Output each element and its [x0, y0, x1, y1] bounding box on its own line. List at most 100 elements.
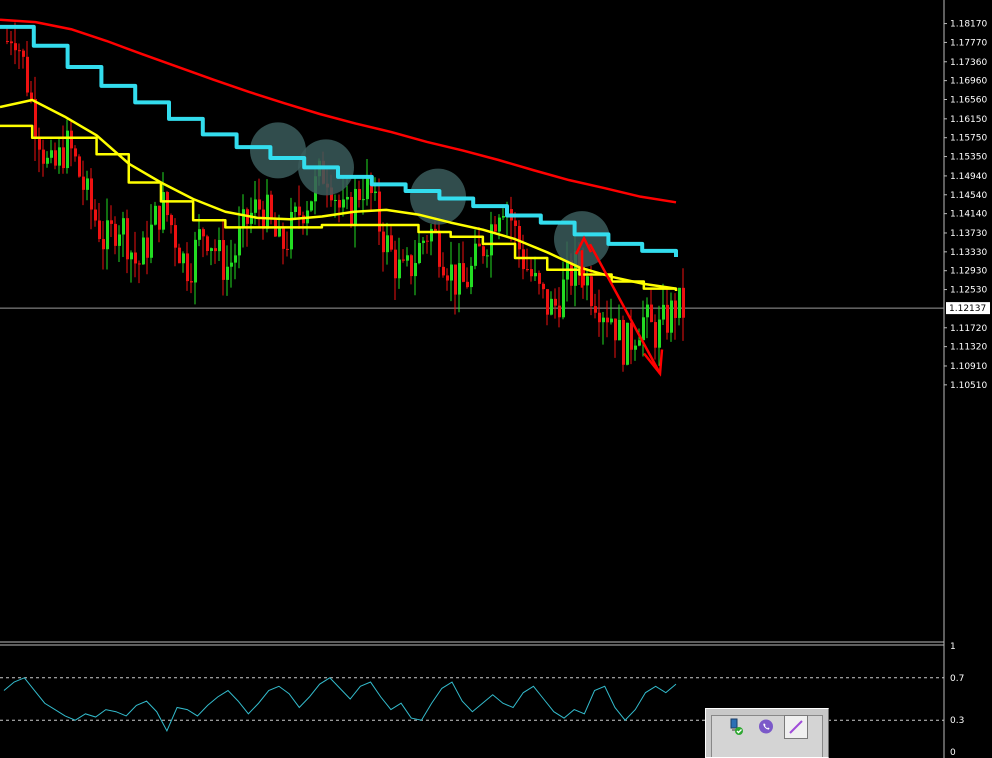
candle-body: [478, 243, 481, 247]
candle-body: [638, 340, 641, 346]
candle-body: [114, 223, 117, 246]
candle-body: [474, 243, 477, 266]
price-tick-label: 1.14140: [950, 210, 987, 220]
candle-body: [470, 265, 473, 288]
price-tick-label: 1.16150: [950, 115, 987, 125]
candle-body: [446, 275, 449, 281]
current-price-label: 1.12137: [949, 304, 986, 314]
candle-body: [338, 199, 341, 208]
candle-body: [250, 212, 253, 224]
candle-body: [190, 281, 193, 283]
main-chart-area: [0, 0, 945, 758]
arrow-down-head: [643, 349, 664, 377]
candle-body: [622, 319, 625, 365]
candle-body: [346, 196, 349, 200]
candle-body: [542, 283, 545, 290]
candle-body: [310, 201, 313, 211]
candle-body: [202, 229, 205, 237]
viber-icon[interactable]: [754, 715, 778, 739]
highlight-circles: [250, 122, 610, 268]
price-tick-label: 1.11320: [950, 343, 987, 353]
candle-body: [610, 318, 613, 323]
candle-body: [618, 319, 621, 341]
candle-body: [482, 246, 485, 257]
candle-body: [38, 138, 41, 150]
candle-body: [270, 194, 273, 220]
price-tick-label: 1.11720: [950, 324, 987, 334]
candle-body: [394, 249, 397, 279]
candle-body: [666, 304, 669, 333]
price-axis: 1.18170 1.17770 1.17360 1.16960 1.16560 1.161…: [944, 20, 990, 758]
candle-body: [26, 56, 29, 93]
candle-body: [254, 199, 257, 213]
price-tick-label: 1.17770: [950, 38, 987, 48]
candle-body: [582, 266, 585, 286]
candle-body: [586, 276, 589, 286]
candle-body: [422, 240, 425, 243]
candle-body: [630, 322, 633, 350]
candle-body: [402, 259, 405, 261]
price-tick-label: 1.12530: [950, 286, 987, 296]
price-tick-label: 1.18170: [950, 20, 987, 30]
candle-body: [30, 92, 33, 100]
moving-averages: [0, 18, 678, 291]
candle-body: [294, 206, 297, 213]
candle-body: [214, 248, 217, 252]
candle-body: [10, 41, 13, 44]
candle-body: [646, 304, 649, 318]
plugin-ok-icon[interactable]: [724, 715, 748, 739]
candle-body: [674, 300, 677, 318]
price-tick-label: 1.16960: [950, 77, 987, 87]
oscillator-tick-label: 0: [950, 748, 956, 758]
candle-body: [286, 248, 289, 250]
candle-body: [546, 289, 549, 315]
candle-body: [134, 252, 137, 264]
candle-body: [238, 227, 241, 256]
price-tick-label: 1.15350: [950, 153, 987, 163]
candle-body: [278, 226, 281, 237]
candle-body: [118, 234, 121, 246]
candle-body: [86, 178, 89, 190]
candle-body: [222, 240, 225, 280]
candle-body: [106, 220, 109, 250]
candle-body: [130, 252, 133, 260]
moving-average-line: [0, 124, 678, 291]
candle-body: [154, 205, 157, 225]
price-tick-label: 1.13330: [950, 248, 987, 258]
candle-body: [398, 259, 401, 279]
candle-body: [486, 255, 489, 257]
candle-body: [410, 255, 413, 277]
candle-body: [282, 226, 285, 249]
candle-body: [42, 149, 45, 164]
candle-body: [34, 99, 37, 139]
candle-body: [234, 255, 237, 263]
price-tick-label: 1.14940: [950, 172, 987, 182]
candle-body: [358, 188, 361, 200]
candle-body: [166, 192, 169, 216]
candle-body: [350, 196, 353, 225]
candle-body: [146, 237, 149, 258]
candle-body: [458, 263, 461, 295]
candle-body: [438, 230, 441, 267]
candle-body: [226, 266, 229, 280]
candle-body: [390, 235, 393, 250]
oscillator-tick-label: 1: [950, 642, 956, 652]
price-tick-label: 1.10510: [950, 381, 987, 391]
candle-body: [54, 150, 57, 166]
candle-body: [206, 236, 209, 252]
candle-body: [138, 263, 141, 265]
candle-body: [198, 229, 201, 240]
candle-body: [94, 209, 97, 221]
oscillator-line: [3, 677, 677, 732]
price-tick-label: 1.14540: [950, 191, 987, 201]
highlight-circle: [250, 122, 306, 179]
pen-icon[interactable]: [784, 715, 808, 739]
candle-body: [502, 215, 505, 218]
candles: [6, 22, 685, 372]
candle-body: [14, 43, 17, 51]
candle-body: [626, 322, 629, 365]
candle-body: [558, 305, 561, 318]
candle-body: [194, 239, 197, 283]
candle-body: [62, 147, 65, 169]
